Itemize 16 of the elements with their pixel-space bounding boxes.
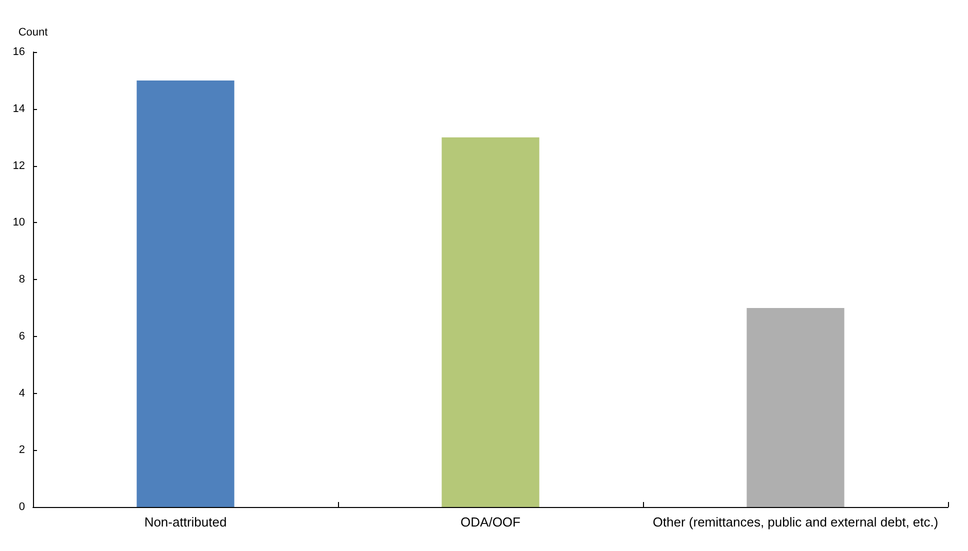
y-tick-label: 16 [12, 46, 25, 58]
x-tick-label: Other (remittances, public and external debt, etc.) [652, 514, 938, 530]
y-tick-label: 10 [12, 216, 25, 229]
bar [136, 80, 234, 507]
y-tick-label: 14 [12, 102, 25, 115]
y-tick-label: 8 [18, 274, 25, 286]
bar [746, 308, 844, 507]
y-tick-label: 12 [12, 160, 25, 172]
y-axis-title: Count [18, 26, 48, 38]
y-tick-label: 6 [18, 330, 25, 342]
y-tick-label: 0 [18, 501, 25, 513]
bar [442, 137, 540, 507]
y-tick-label: 4 [18, 387, 25, 400]
y-tick-label: 2 [18, 444, 25, 456]
x-tick-label: Non-attributed [144, 514, 227, 530]
x-tick-label: ODA/OOF [460, 514, 521, 530]
